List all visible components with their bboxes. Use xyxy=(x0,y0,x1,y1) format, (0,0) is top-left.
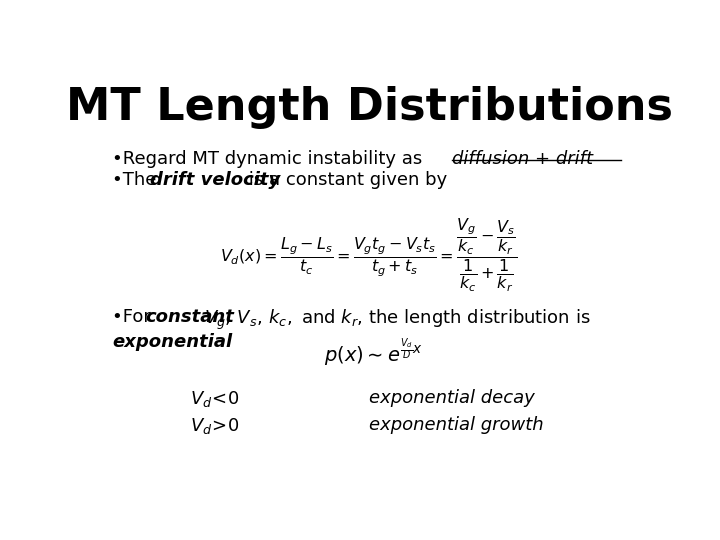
Text: $V_g, \, V_s, \, k_c,$ and $k_r$, the length distribution is: $V_g, \, V_s, \, k_c,$ and $k_r$, the le… xyxy=(204,308,590,332)
Text: $V_d(x) = \dfrac{L_g - L_s}{t_c} = \dfrac{V_g t_g - V_s t_s}{t_g + t_s} = \dfrac: $V_d(x) = \dfrac{L_g - L_s}{t_c} = \dfra… xyxy=(220,217,518,294)
Text: •Regard MT dynamic instability as: •Regard MT dynamic instability as xyxy=(112,150,428,168)
Text: diffusion + drift: diffusion + drift xyxy=(451,150,593,168)
Text: is a constant given by: is a constant given by xyxy=(243,171,447,189)
Text: MT Length Distributions: MT Length Distributions xyxy=(66,85,672,129)
Text: •The: •The xyxy=(112,171,163,189)
Text: •For: •For xyxy=(112,308,157,326)
Text: $p(x) \sim e^{\frac{V_d}{D}x}$: $p(x) \sim e^{\frac{V_d}{D}x}$ xyxy=(324,337,423,369)
Text: drift velocity: drift velocity xyxy=(150,171,281,189)
Text: constant: constant xyxy=(145,308,235,326)
Text: exponential growth: exponential growth xyxy=(369,416,544,434)
Text: $V_d\!<\!0$: $V_d\!<\!0$ xyxy=(190,389,240,409)
Text: $V_d\!>\!0$: $V_d\!>\!0$ xyxy=(190,416,240,436)
Text: exponential: exponential xyxy=(112,333,233,351)
Text: exponential decay: exponential decay xyxy=(369,389,535,407)
